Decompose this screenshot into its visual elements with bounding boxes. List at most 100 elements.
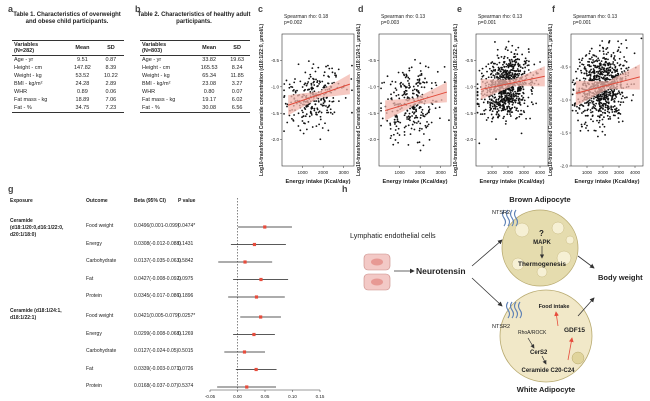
scatter-point <box>599 62 602 65</box>
scatter-point <box>610 105 613 108</box>
scatter-point <box>316 81 319 84</box>
scatter-point <box>590 61 593 64</box>
scatter-point <box>506 73 509 76</box>
scatter-point <box>311 126 314 128</box>
scatter-point <box>514 99 517 102</box>
scatter-point <box>315 111 317 114</box>
scatter-point <box>592 97 595 100</box>
scatter-rho-annotation: Spearman rho: 0.13 <box>381 14 425 20</box>
arrow-to-brown <box>471 239 503 267</box>
scatter-point <box>607 41 610 44</box>
scatter-point <box>505 63 508 66</box>
scatter-point <box>494 68 497 71</box>
scatter-point <box>395 94 398 97</box>
scatter-point <box>329 111 332 114</box>
table2: Variables (N=803) Mean SD Age - yr 33.82 19… <box>140 40 250 113</box>
scatter-point <box>510 74 512 77</box>
body-weight-label: Body weight <box>598 273 643 282</box>
scatter-point <box>500 99 503 101</box>
scatter-point <box>519 69 522 72</box>
scatter-point <box>504 100 507 103</box>
scatter-point <box>601 118 604 121</box>
scatter-point <box>415 105 418 107</box>
scatter-point <box>599 44 601 47</box>
scatter-point <box>516 116 518 119</box>
scatter-point <box>501 76 504 79</box>
scatter-point <box>413 111 416 114</box>
scatter-point <box>283 83 286 85</box>
scatter-point <box>590 118 592 121</box>
scatter-point <box>506 108 508 110</box>
cers2-label: CerS2 <box>530 350 548 356</box>
scatter-x-tick-label: 4000 <box>535 170 546 175</box>
forest-x-tick-label: 0.00 <box>233 394 242 399</box>
scatter-point <box>294 78 296 80</box>
forest-x-tick-label: -0.05 <box>205 394 216 399</box>
scatter-point <box>485 65 488 68</box>
scatter-point <box>573 102 576 105</box>
scatter-point <box>527 69 530 71</box>
scatter-point <box>620 97 623 100</box>
scatter-y-axis-label: Log10-transformed Ceramide concentration… <box>356 23 362 176</box>
table2-row: WHR 0.80 0.07 <box>140 88 250 96</box>
scatter-point <box>531 86 534 89</box>
scatter-point <box>488 95 491 98</box>
scatter-point <box>608 66 611 69</box>
scatter-point <box>430 82 433 84</box>
scatter-point <box>495 101 498 104</box>
scatter-point <box>581 57 584 60</box>
scatter-point <box>595 76 598 79</box>
scatter-point <box>605 100 607 103</box>
scatter-point <box>511 99 514 102</box>
scatter-point <box>392 133 395 136</box>
receptor-top-icon <box>501 209 519 227</box>
scatter-point <box>297 63 300 66</box>
scatter-point <box>621 120 624 123</box>
scatter-point <box>593 129 596 132</box>
scatter-point <box>505 74 508 77</box>
table1-head-var-label: Variables <box>14 42 39 48</box>
panel-label-h: h <box>342 184 348 194</box>
scatter-point <box>511 60 514 63</box>
scatter-point <box>420 111 423 114</box>
scatter-point <box>612 51 615 54</box>
scatter-point <box>578 107 581 110</box>
scatter-point <box>501 95 504 98</box>
scatter-point <box>418 141 421 144</box>
table2-title: Table 2. Characteristics of healthy adul… <box>137 12 251 25</box>
scatter-point <box>593 71 596 74</box>
table2-cell-label: WHR <box>142 89 156 95</box>
scatter-point <box>504 108 507 111</box>
scatter-point <box>413 128 416 131</box>
scatter-point <box>509 95 512 98</box>
scatter-point <box>312 63 315 66</box>
scatter-point <box>290 117 293 120</box>
scatter-point <box>602 47 605 50</box>
scatter-point <box>508 107 511 110</box>
scatter-point <box>602 53 605 55</box>
scatter-point <box>489 73 492 76</box>
scatter-point <box>405 89 408 92</box>
scatter-point <box>504 71 507 74</box>
table1-cell-sd: 0.06 <box>105 89 117 95</box>
scatter-point <box>500 55 503 58</box>
scatter-point <box>323 86 326 89</box>
scatter-point <box>599 126 601 128</box>
scatter-point <box>322 102 325 105</box>
scatter-point <box>523 102 526 105</box>
scatter-point <box>607 91 610 94</box>
forest-point <box>263 225 267 229</box>
scatter-point <box>492 107 495 110</box>
scatter-y-tick-label: -2.0 <box>368 137 376 142</box>
scatter-point <box>337 68 340 71</box>
scatter-point <box>508 59 511 61</box>
scatter-point <box>594 66 596 68</box>
scatter-point <box>522 63 525 66</box>
scatter-point <box>582 77 585 80</box>
scatter-point <box>571 93 574 96</box>
scatter-point <box>607 105 609 108</box>
scatter-point <box>614 109 617 112</box>
scatter-point <box>331 113 334 115</box>
scatter-y-tick-label: -2.0 <box>560 164 568 169</box>
scatter-y-axis-label: Log10-transformed Ceramide concentration… <box>259 23 265 176</box>
